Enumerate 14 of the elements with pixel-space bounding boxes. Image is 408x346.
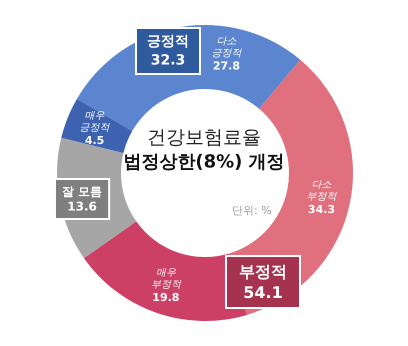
slice-label: 매우 긍정적 <box>80 110 111 134</box>
text: 단위: % <box>232 204 272 217</box>
text: 건강보험료율 법정상한(8%) 개정 <box>123 126 285 172</box>
slice-label: 다소 긍정적 <box>211 36 242 59</box>
data-label: 34.3 <box>308 202 336 216</box>
text: 부정적 54.1 <box>239 262 287 302</box>
data-label: 27.8 <box>212 59 240 72</box>
data-label: 4.5 <box>84 134 104 148</box>
data-label: 19.8 <box>152 290 180 304</box>
slice-label: 다소 부정적 <box>306 179 338 202</box>
slice-label: 매우 부정적 <box>150 267 182 290</box>
text: 긍정적 32.3 <box>147 34 189 68</box>
data-label: 13.6 <box>67 200 97 214</box>
slice-label: 잘 모름 <box>62 184 102 199</box>
